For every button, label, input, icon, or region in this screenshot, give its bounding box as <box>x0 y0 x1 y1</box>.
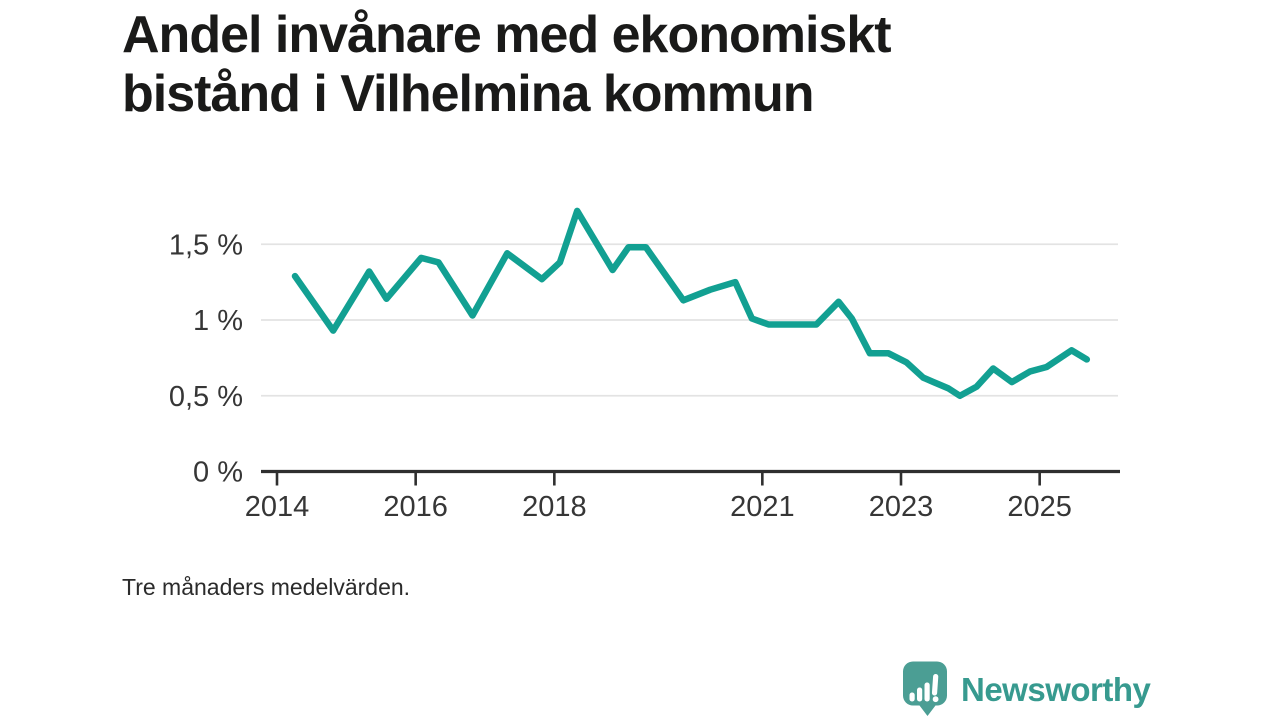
brand-name: Newsworthy <box>961 670 1151 708</box>
page-title-line2: bistånd i Vilhelmina kommun <box>122 64 815 123</box>
svg-text:2025: 2025 <box>1007 491 1072 523</box>
chart-y-axis-labels: 0 % 0,5 % 1 % 1,5 % <box>169 229 243 488</box>
chart-gridlines <box>261 243 1118 397</box>
brand-logo: Newsworthy <box>902 661 1151 718</box>
chart-x-axis <box>261 469 1120 486</box>
chart-x-axis-labels: 2014 2016 2018 2021 2023 2025 <box>245 491 1072 523</box>
svg-text:2016: 2016 <box>383 491 448 523</box>
svg-text:1,5 %: 1,5 % <box>169 229 243 261</box>
svg-text:2023: 2023 <box>869 491 934 523</box>
svg-text:2014: 2014 <box>245 491 310 523</box>
page-title: Andel invånare med ekonomiskt bistånd i … <box>122 6 1082 124</box>
chart-footnote: Tre månaders medelvärden. <box>122 574 411 600</box>
page-title-line1: Andel invånare med ekonomiskt <box>122 6 892 64</box>
svg-text:0 %: 0 % <box>193 457 243 489</box>
chart-data-line <box>291 207 1091 400</box>
svg-text:2021: 2021 <box>730 491 795 523</box>
svg-text:0,5 %: 0,5 % <box>169 381 243 413</box>
svg-text:1 %: 1 % <box>193 305 243 337</box>
newsworthy-speech-bubble-bar-chart-icon <box>903 661 947 716</box>
svg-text:2018: 2018 <box>522 491 587 523</box>
